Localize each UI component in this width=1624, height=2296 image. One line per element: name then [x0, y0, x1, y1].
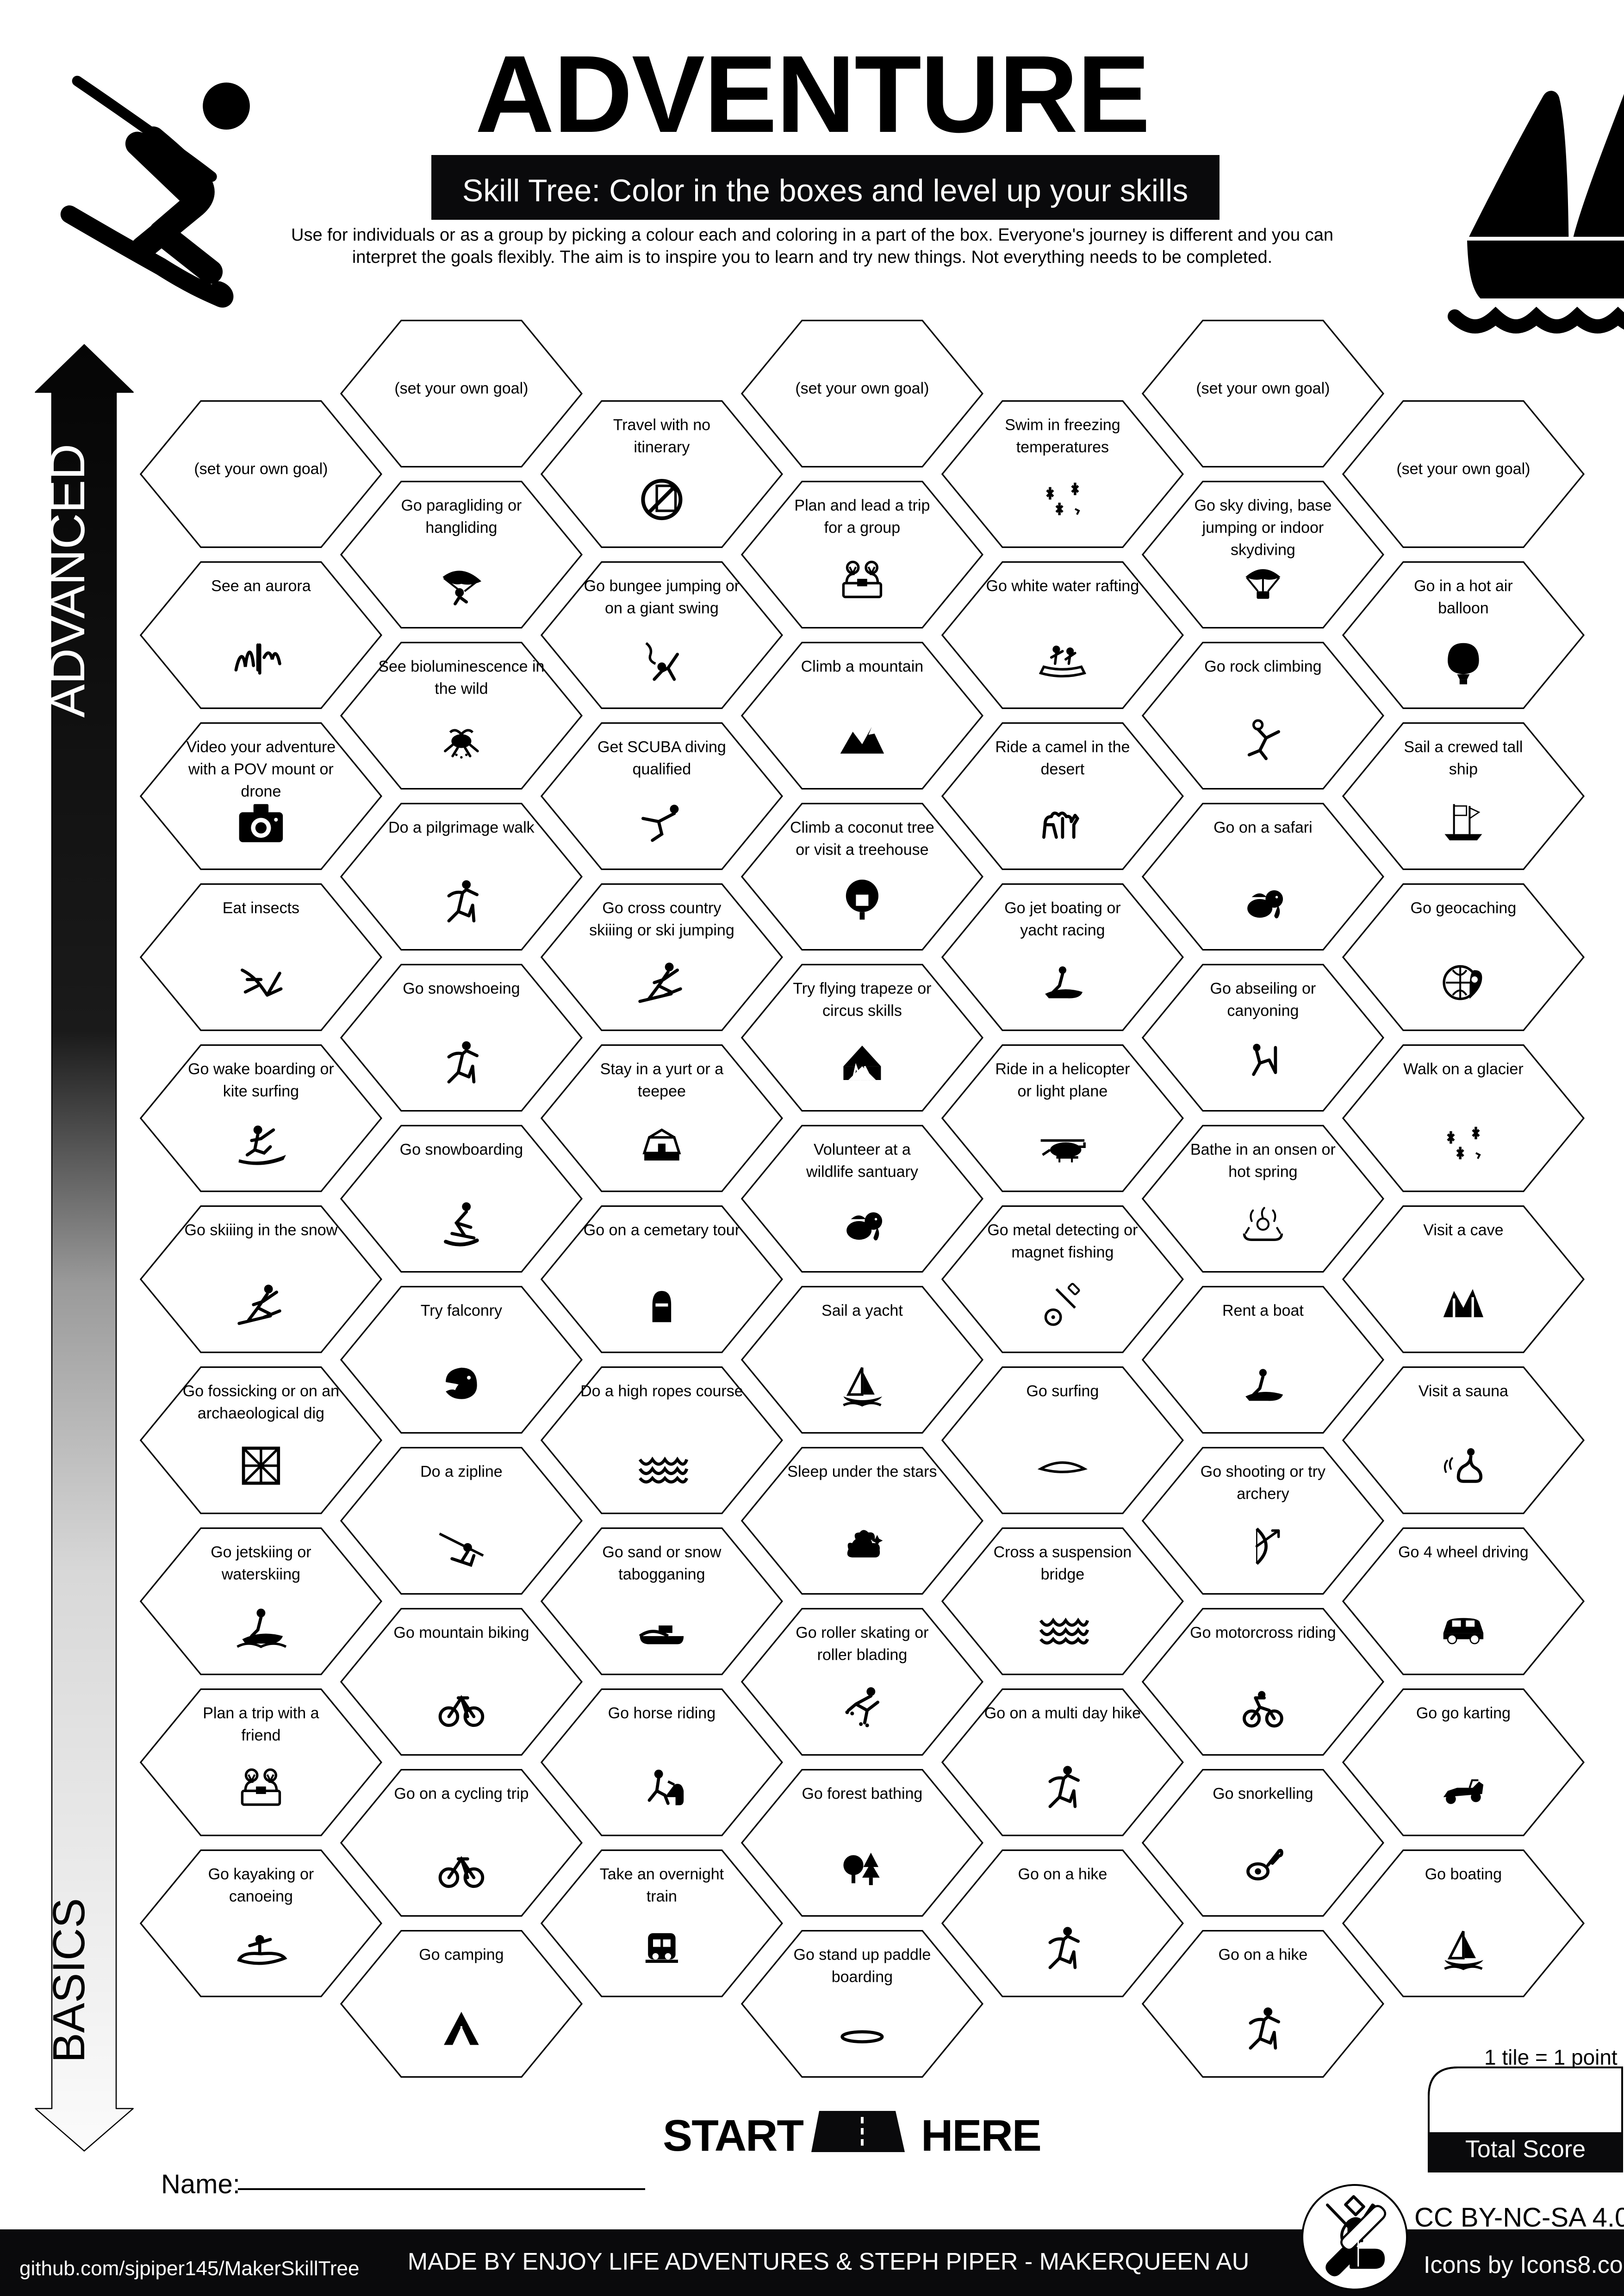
- svg-text:(set your own goal): (set your own goal): [1396, 460, 1530, 478]
- svg-text:ADVENTURE: ADVENTURE: [475, 33, 1150, 155]
- svg-text:START: START: [663, 2111, 803, 2160]
- svg-text:(set your own goal): (set your own goal): [795, 380, 929, 397]
- svg-text:Total Score: Total Score: [1465, 2136, 1586, 2163]
- svg-text:HERE: HERE: [921, 2111, 1041, 2160]
- svg-text:github.com/sjpiper145/MakerSki: github.com/sjpiper145/MakerSkillTree: [19, 2257, 359, 2280]
- svg-text:CC BY-NC-SA 4.0: CC BY-NC-SA 4.0: [1414, 2203, 1624, 2233]
- svg-text:Go snorkelling: Go snorkelling: [1213, 1785, 1313, 1803]
- svg-text:MADE BY ENJOY LIFE ADVENTURES: MADE BY ENJOY LIFE ADVENTURES & STEPH PI…: [408, 2248, 1250, 2275]
- svg-text:Go motorcross riding: Go motorcross riding: [1190, 1624, 1336, 1642]
- svg-text:Go on a hike: Go on a hike: [1018, 1866, 1108, 1883]
- svg-text:Go forest bathing: Go forest bathing: [802, 1785, 922, 1803]
- svg-text:(set your own goal): (set your own goal): [1196, 380, 1330, 397]
- svg-text:Go snowboarding: Go snowboarding: [400, 1141, 523, 1159]
- svg-text:Visit a sauna: Visit a sauna: [1419, 1383, 1508, 1400]
- svg-text:Go on a multi day hike: Go on a multi day hike: [984, 1705, 1141, 1722]
- svg-text:Go rock climbing: Go rock climbing: [1204, 658, 1321, 676]
- svg-text:Go boating: Go boating: [1425, 1866, 1502, 1883]
- svg-text:Visit a cave: Visit a cave: [1423, 1222, 1503, 1239]
- svg-text:1 tile = 1 point: 1 tile = 1 point: [1484, 2045, 1618, 2069]
- svg-text:Go surfing: Go surfing: [1026, 1383, 1099, 1400]
- svg-text:Do a zipline: Do a zipline: [420, 1463, 503, 1481]
- svg-text:Climb a mountain: Climb a mountain: [801, 658, 924, 676]
- svg-text:interpret the goals flexibly.: interpret the goals flexibly. The aim is…: [352, 248, 1272, 267]
- svg-text:Go on a cemetary tour: Go on a cemetary tour: [584, 1222, 740, 1239]
- svg-text:Name:: Name:: [161, 2169, 240, 2199]
- svg-text:Go mountain biking: Go mountain biking: [393, 1624, 529, 1642]
- svg-text:Go on a safari: Go on a safari: [1213, 819, 1313, 837]
- svg-text:Eat insects: Eat insects: [223, 900, 299, 917]
- svg-text:Walk on a glacier: Walk on a glacier: [1403, 1061, 1524, 1078]
- svg-text:Go on a hike: Go on a hike: [1219, 1946, 1308, 1964]
- svg-text:BASICS: BASICS: [44, 1898, 94, 2063]
- svg-text:Use for individuals or as a gr: Use for individuals or as a group by pic…: [291, 225, 1333, 245]
- svg-text:ADVANCED: ADVANCED: [39, 444, 95, 718]
- svg-text:Icons by Icons8.com: Icons by Icons8.com: [1424, 2252, 1624, 2278]
- svg-text:See an aurora: See an aurora: [211, 577, 311, 595]
- svg-text:Go horse riding: Go horse riding: [608, 1705, 716, 1722]
- svg-text:Go snowshoeing: Go snowshoeing: [403, 980, 520, 998]
- svg-text:Go on a cycling trip: Go on a cycling trip: [394, 1785, 529, 1803]
- svg-text:Rent a boat: Rent a boat: [1222, 1302, 1304, 1320]
- svg-text:Go white water rafting: Go white water rafting: [986, 577, 1139, 595]
- svg-text:Go geocaching: Go geocaching: [1411, 900, 1517, 917]
- svg-text:Skill Tree: Color in the boxe: Skill Tree: Color in the boxes and level…: [462, 173, 1188, 208]
- svg-text:Go go karting: Go go karting: [1416, 1705, 1511, 1722]
- svg-text:Go skiiing in the snow: Go skiiing in the snow: [185, 1222, 338, 1239]
- svg-text:Do a pilgrimage walk: Do a pilgrimage walk: [388, 819, 535, 837]
- svg-text:Sleep under the stars: Sleep under the stars: [787, 1463, 937, 1481]
- svg-text:Go camping: Go camping: [419, 1946, 504, 1964]
- svg-text:(set your own goal): (set your own goal): [394, 380, 528, 397]
- svg-text:Go 4 wheel driving: Go 4 wheel driving: [1398, 1544, 1529, 1561]
- svg-text:Sail a yacht: Sail a yacht: [821, 1302, 903, 1320]
- svg-text:Do a high ropes course: Do a high ropes course: [580, 1383, 743, 1400]
- svg-text:(set your own goal): (set your own goal): [194, 460, 328, 478]
- svg-text:Try falconry: Try falconry: [421, 1302, 502, 1320]
